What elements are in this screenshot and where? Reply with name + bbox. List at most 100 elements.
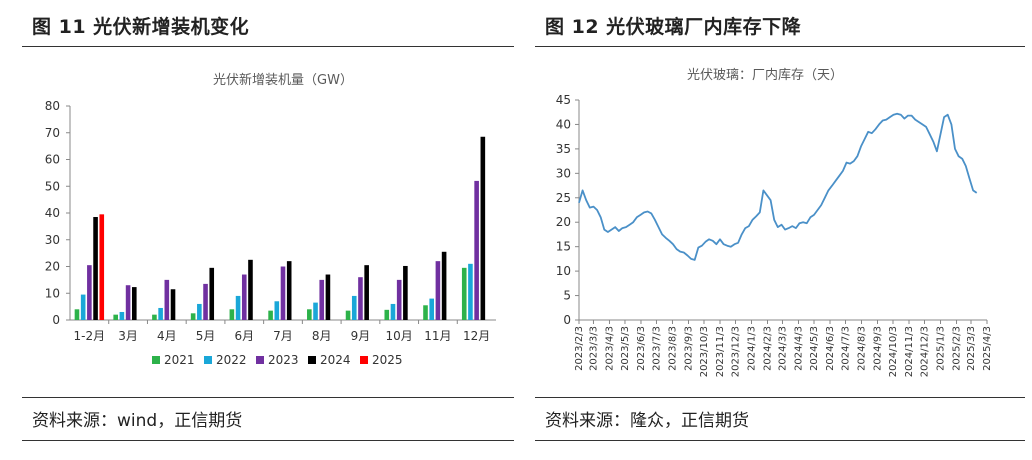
bar-2023	[125, 285, 131, 320]
x-tick-label: 4月	[157, 329, 177, 343]
bar-2024	[325, 274, 331, 320]
x-tick-label: 5月	[196, 329, 216, 343]
x-tick-label: 12月	[463, 329, 490, 343]
series-line-inventory	[578, 112, 978, 261]
x-tick-label: 2024/7/3	[840, 326, 851, 371]
bar-2024	[93, 217, 98, 320]
x-tick-label: 2024/12/3	[920, 326, 931, 377]
bar-2023	[358, 277, 363, 320]
x-tick-label: 2025/3/3	[966, 326, 977, 371]
x-tick-label: 2024/3/3	[777, 326, 788, 371]
bar-2022	[313, 302, 318, 320]
bar-2024	[286, 261, 292, 320]
bar-2023	[164, 279, 170, 320]
x-tick-label: 1-2月	[74, 329, 106, 343]
x-tick-label: 6月	[234, 329, 254, 343]
y-tick-label: 35	[556, 142, 571, 156]
y-tick-label: 25	[556, 191, 571, 205]
bar-2021	[229, 309, 235, 320]
x-tick-label: 2023/5/3	[620, 326, 631, 371]
bar-2023	[203, 283, 208, 320]
bar-2024	[364, 265, 369, 320]
y-tick-label: 50	[45, 179, 60, 193]
y-tick-label: 0	[52, 313, 60, 327]
top-rule	[535, 46, 1025, 47]
y-tick-label: 20	[45, 260, 60, 274]
bar-2023	[87, 265, 92, 320]
bar-2022	[274, 301, 280, 320]
y-tick-label: 10	[45, 286, 60, 300]
x-tick-label: 2023/6/3	[636, 326, 647, 371]
divider-rule	[535, 397, 1025, 398]
bar-2022	[158, 307, 163, 320]
chart-title: 光伏新增装机量（GW）	[213, 72, 353, 88]
y-tick-label: 20	[556, 215, 571, 229]
x-tick-label: 7月	[273, 329, 293, 343]
bar-2024	[170, 289, 176, 320]
y-tick-label: 15	[556, 240, 571, 254]
x-tick-label: 2023/12/3	[730, 326, 741, 377]
x-tick-label: 2024/8/3	[857, 326, 868, 371]
legend-swatch-2023	[256, 356, 264, 364]
bar-2023	[435, 261, 441, 320]
bar-2021	[461, 267, 467, 320]
y-tick-label: 80	[45, 99, 60, 113]
x-tick-label: 10月	[386, 329, 413, 343]
figure-panel-installations: 图 11 光伏新增装机变化 光伏新增装机量（GW） 0 10 20 30 40 50 60 70…	[22, 0, 514, 460]
y-tick-label: 30	[45, 233, 60, 247]
bar-2024	[248, 259, 253, 320]
bar-2024	[480, 136, 486, 320]
bar-2024	[131, 287, 137, 320]
bar-2022	[468, 263, 473, 320]
bar-2022	[351, 295, 357, 320]
legend-label-2025: 2025	[372, 353, 403, 367]
figure-title: 图 11 光伏新增装机变化	[32, 16, 250, 38]
legend-swatch-2022	[204, 356, 212, 364]
y-tick-label: 10	[556, 264, 571, 278]
bar-2021	[74, 309, 80, 320]
legend-label-2023: 2023	[268, 353, 299, 367]
bottom-rule	[22, 440, 514, 441]
top-rule	[22, 46, 514, 47]
y-tick-label: 70	[45, 126, 60, 140]
bar-2023	[280, 266, 286, 320]
x-tick-label: 11月	[424, 329, 451, 343]
legend-swatch-2025	[360, 356, 368, 364]
legend-label-2022: 2022	[216, 353, 247, 367]
x-tick-label: 2023/4/3	[604, 326, 615, 371]
bar-2021	[423, 305, 428, 320]
bar-2021	[345, 310, 351, 320]
x-tick-label: 2024/5/3	[809, 326, 820, 371]
x-tick-label: 2023/10/3	[699, 326, 710, 377]
y-tick-label: 0	[563, 313, 571, 327]
bar-2023	[241, 274, 247, 320]
bar-2023	[396, 279, 402, 320]
x-tick-label: 2024/6/3	[825, 326, 836, 371]
x-tick-label: 2024/9/3	[873, 326, 884, 371]
bar-2021	[113, 314, 118, 320]
x-tick-label: 9月	[351, 329, 371, 343]
legend-swatch-2024	[308, 356, 316, 364]
bottom-rule	[535, 440, 1025, 441]
bar-2024	[441, 251, 447, 320]
y-tick-label: 60	[45, 153, 60, 167]
bar-2022	[197, 303, 202, 320]
x-tick-label: 2023/11/3	[715, 326, 726, 377]
x-tick-label: 2023/8/3	[667, 326, 678, 371]
x-tick-label: 2023/3/3	[588, 326, 599, 371]
x-tick-label: 2024/10/3	[888, 326, 899, 377]
legend-label-2021: 2021	[164, 353, 195, 367]
bar-2022	[80, 294, 86, 320]
bar-2024	[209, 267, 215, 320]
y-tick-label: 40	[556, 117, 571, 131]
source-note: 资料来源：隆众，正信期货	[545, 411, 749, 431]
y-tick-label: 45	[556, 93, 571, 107]
bar-2023	[474, 180, 479, 320]
bar-2024	[403, 265, 408, 320]
x-tick-label: 2024/11/3	[904, 326, 915, 377]
legend-swatch-2021	[152, 356, 160, 364]
bar-chart: 光伏新增装机量（GW） 0 10 20 30 40 50 60 70 80 1-2月 3月 4月 5月 6月…	[45, 72, 496, 367]
bar-2022	[235, 295, 241, 320]
divider-rule	[22, 397, 514, 398]
y-tick-label: 5	[563, 289, 571, 303]
